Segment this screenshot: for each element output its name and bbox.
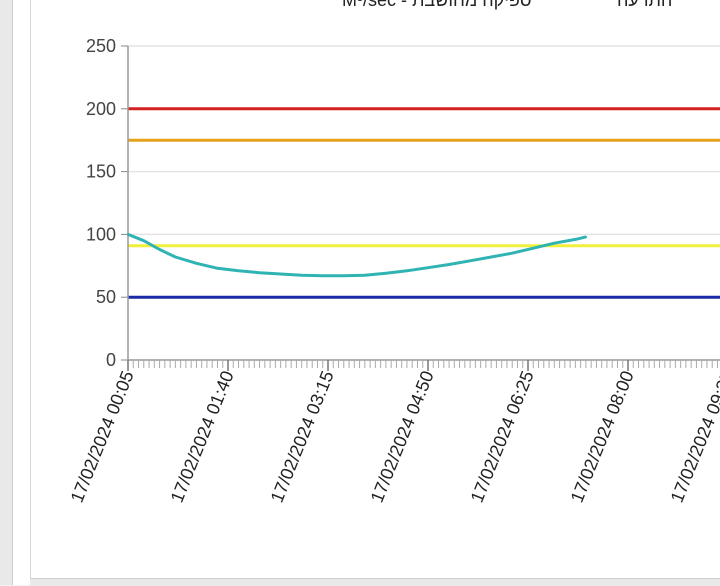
data-point [584,235,588,239]
data-point [258,271,261,274]
x-tick-label: 17/02/2024 08:00 [567,368,638,505]
panel-divider [30,0,31,578]
x-tick-label: 17/02/2024 00:05 [67,368,138,505]
y-tick-labels: 0 50 100 150 200 250 [86,36,116,370]
window-bottom-border [30,578,720,586]
legend-entry: ספיקה מחושבת - M³/sec [342,0,532,10]
data-point [511,252,514,255]
y-tick-label: 250 [86,36,116,56]
data-point [489,255,493,259]
y-tick-label: 150 [86,162,116,182]
legend-label: התרעה [617,0,672,10]
data-point [195,262,198,265]
data-point [321,274,324,278]
y-tick-label: 0 [106,350,116,370]
data-point [553,241,556,245]
x-tick-labels: 17/02/2024 00:05 17/02/2024 01:40 17/02/20… [67,368,720,505]
data-point [532,247,535,250]
x-tick-label: 17/02/2024 06:25 [467,368,538,505]
legend-entry: התרעה [617,0,672,10]
x-tick-label: 17/02/2024 09:35 [667,368,720,505]
window-left-border [0,0,13,585]
axes [121,45,720,371]
data-point [126,233,130,236]
grid-lines [128,45,720,298]
legend-label: ספיקה מחושבת - M³/sec [342,0,532,10]
data-point [174,255,177,259]
data-point [300,274,303,277]
data-point [447,263,451,266]
y-tick-label: 50 [96,287,116,307]
data-point [363,274,367,277]
y-tick-label: 200 [86,99,116,119]
data-point [574,238,577,241]
flow-series-line [127,233,587,278]
x-tick-label: 17/02/2024 04:50 [367,368,438,505]
chart-legend: ספיקה מחושבת - M³/sec התרעה [342,0,672,10]
data-point [342,274,345,278]
x-tick-label: 17/02/2024 01:40 [167,368,238,505]
data-point [468,259,472,262]
data-point [216,267,219,270]
data-point [405,269,409,273]
data-point [142,239,145,242]
series-group [126,233,588,278]
x-tick-label: 17/02/2024 03:15 [267,368,338,505]
data-point [426,266,430,269]
y-tick-label: 100 [86,224,116,244]
data-point [237,269,240,273]
data-point [384,272,388,275]
threshold-lines [128,107,720,299]
data-point [158,248,161,251]
data-point [279,272,282,276]
